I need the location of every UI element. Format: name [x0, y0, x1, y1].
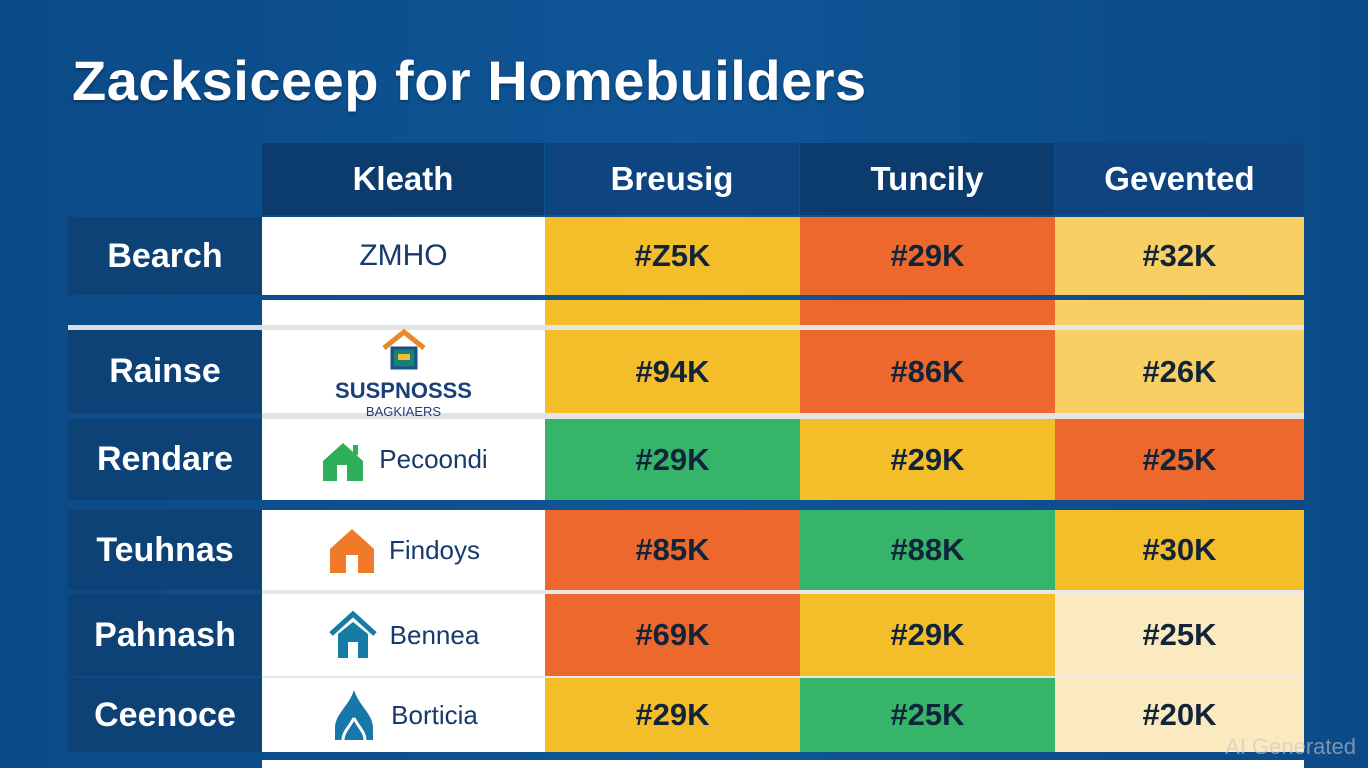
row-label: Rendare: [68, 419, 262, 500]
value-cell: #20K: [1055, 678, 1304, 752]
brand-name: Pecoondi: [379, 444, 488, 474]
brand-cell: SUSPNOSSS BAGKIAERS: [262, 328, 545, 418]
value-cell: #25K: [800, 678, 1055, 752]
row-divider: [262, 590, 1304, 594]
value-cell: #29K: [545, 678, 800, 752]
value-cell: #32K: [1055, 217, 1304, 295]
brand-cell: ZMHO: [262, 217, 545, 295]
value-cell: #29K: [800, 594, 1055, 676]
row-label: Pahnash: [68, 594, 262, 676]
value-cell: #25K: [1055, 594, 1304, 676]
value-cell: #29K: [800, 419, 1055, 500]
value-cell: #25K: [1055, 419, 1304, 500]
water-drop-icon: [329, 688, 379, 742]
brand-cell: Pecoondi: [262, 419, 545, 500]
brand-subtitle: BAGKIAERS: [365, 403, 442, 419]
value-cell: #Z5K: [545, 217, 800, 295]
brand-cell: Findoys: [262, 510, 545, 590]
value-cell: #26K: [1055, 330, 1304, 413]
page-title: Zacksiceep for Homebuilders: [72, 49, 867, 112]
watermark: AI Generated: [1225, 734, 1356, 759]
column-header: Tuncily: [800, 143, 1054, 215]
value-cell: #30K: [1055, 510, 1304, 590]
row-divider: [68, 325, 262, 330]
color-band: [545, 300, 800, 325]
color-band: [800, 300, 1055, 325]
orange-house-icon: [327, 525, 377, 575]
color-band: [1055, 300, 1304, 325]
row-label: Ceenoce: [68, 678, 262, 752]
brand-name: Bennea: [389, 619, 480, 650]
column-header: Gevented: [1055, 143, 1304, 215]
table-bottom: [262, 760, 1304, 768]
row-divider: [262, 325, 1304, 330]
brand-name: Borticia: [391, 699, 478, 730]
row-divider: [262, 413, 1304, 419]
row-label: Rainse: [68, 330, 262, 413]
value-cell: #29K: [545, 419, 800, 500]
brand-name: SUSPNOSSS: [335, 377, 472, 403]
value-cell: #86K: [800, 330, 1055, 413]
row-label: Teuhnas: [68, 510, 262, 590]
house-logo-icon: [374, 326, 434, 380]
value-cell: #88K: [800, 510, 1055, 590]
row-divider: [262, 676, 1304, 678]
brand-name: ZMHO: [359, 239, 448, 272]
blue-house-icon: [328, 610, 378, 660]
brand-cell: Borticia: [262, 678, 545, 752]
value-cell: #94K: [545, 330, 800, 413]
value-cell: #29K: [800, 217, 1055, 295]
green-house-icon: [319, 437, 367, 483]
value-cell: #85K: [545, 510, 800, 590]
column-header: Kleath: [262, 143, 544, 215]
brand-name: Findoys: [388, 534, 481, 565]
column-header: Breusig: [545, 143, 799, 215]
row-label: Bearch: [68, 217, 262, 295]
brand-cell: Bennea: [262, 594, 545, 676]
value-cell: #69K: [545, 594, 800, 676]
